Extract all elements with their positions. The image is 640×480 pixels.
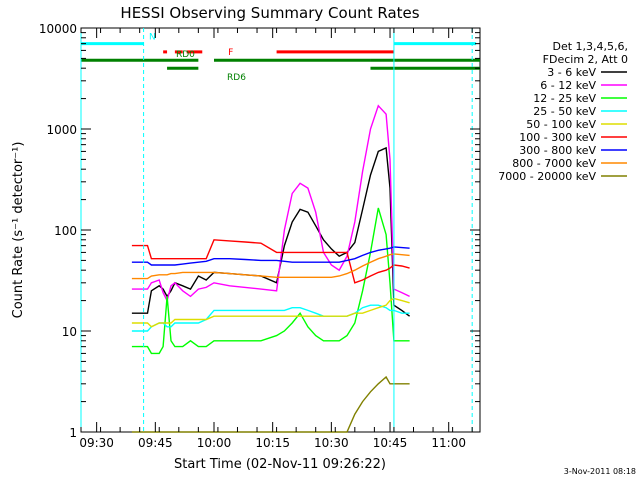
legend-entry-label: 50 - 100 keV: [526, 118, 596, 131]
legend: Det 1,3,4,5,6,FDecim 2, Att 03 - 6 keV6 …: [498, 40, 628, 183]
vertical-markers: [80, 28, 473, 432]
legend-entry-label: 12 - 25 keV: [533, 92, 596, 105]
series-line: [131, 375, 410, 433]
y-tick-label: 10000: [39, 22, 77, 36]
y-tick-label: 1: [69, 426, 77, 440]
x-axis-label: Start Time (02-Nov-11 09:26:22): [174, 457, 386, 472]
x-tick-label: 10:45: [373, 436, 408, 450]
x-tick-label: 09:30: [79, 436, 114, 450]
chart-title: HESSI Observing Summary Count Rates: [120, 4, 419, 22]
legend-entry-label: 100 - 300 keV: [519, 131, 596, 144]
x-tick-label: 10:30: [314, 436, 349, 450]
indicator-label: F: [228, 48, 233, 58]
series-line: [131, 297, 410, 328]
series-line: [131, 246, 410, 266]
x-tick-label: 11:00: [431, 436, 466, 450]
indicator-label: RD0: [176, 50, 195, 60]
legend-header: FDecim 2, Att 0: [543, 53, 628, 66]
legend-entry-label: 6 - 12 keV: [540, 79, 596, 92]
legend-entry-label: 800 - 7000 keV: [512, 157, 596, 170]
legend-entry-label: 300 - 800 keV: [519, 144, 596, 157]
axes: 09:30 09:45 10:00 10:15 10:30 10:45 11:00 1 10 10…: [39, 22, 480, 450]
series-line: [131, 239, 410, 284]
y-tick-label: 100: [54, 224, 77, 238]
plot-frame: [80, 27, 481, 433]
legend-entry-label: 3 - 6 keV: [547, 66, 596, 79]
indicator-bars: N F RD0 RD6: [81, 33, 480, 83]
indicator-label: N: [149, 33, 156, 43]
series-line: [131, 146, 411, 317]
y-tick-label: 10: [62, 325, 77, 339]
y-axis-label: Count Rate (s⁻¹ detector⁻¹): [11, 142, 26, 319]
series-line: [131, 104, 410, 303]
series-line: [131, 304, 410, 332]
legend-header: Det 1,3,4,5,6,: [552, 40, 628, 53]
y-tick-label: 1000: [46, 123, 77, 137]
legend-entry-label: 7000 - 20000 keV: [498, 170, 596, 183]
series-line: [131, 207, 410, 355]
x-tick-label: 10:00: [197, 436, 232, 450]
indicator-label: RD6: [227, 73, 246, 83]
x-tick-label: 10:15: [255, 436, 290, 450]
data-series: [131, 104, 411, 433]
x-tick-label: 09:45: [138, 436, 173, 450]
series-line: [131, 253, 410, 280]
legend-entry-label: 25 - 50 keV: [533, 105, 596, 118]
timestamp: 3-Nov-2011 08:18: [564, 467, 636, 476]
